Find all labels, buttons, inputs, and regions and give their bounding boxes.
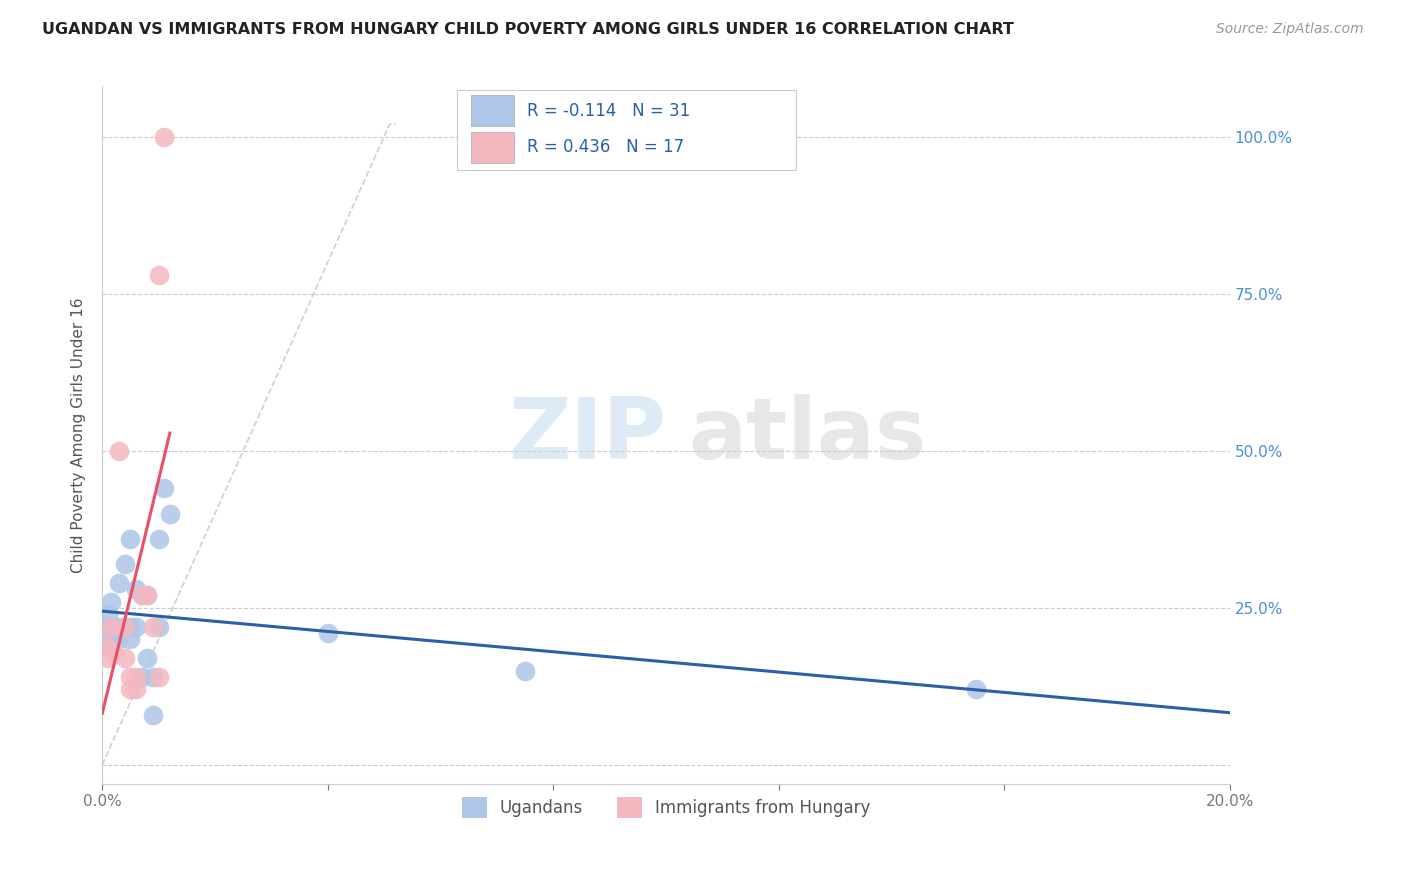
Point — [136, 651, 159, 665]
Point — [125, 582, 148, 596]
Point — [100, 594, 122, 608]
Text: Source: ZipAtlas.com: Source: ZipAtlas.com — [1216, 22, 1364, 37]
Point — [965, 682, 987, 697]
Point — [513, 664, 536, 678]
Point — [97, 651, 120, 665]
Point — [114, 620, 136, 634]
Point — [153, 482, 176, 496]
Point — [131, 588, 153, 602]
Point — [108, 575, 131, 590]
Point — [94, 639, 117, 653]
Point — [120, 632, 142, 647]
Point — [120, 682, 142, 697]
Point — [103, 645, 125, 659]
Point — [125, 620, 148, 634]
Point — [148, 268, 170, 282]
Text: R = -0.114   N = 31: R = -0.114 N = 31 — [527, 102, 690, 120]
Point — [97, 639, 120, 653]
Point — [108, 443, 131, 458]
Point — [131, 670, 153, 684]
Point — [142, 620, 165, 634]
Point — [94, 620, 117, 634]
Point — [148, 532, 170, 546]
Text: ZIP: ZIP — [508, 393, 666, 476]
Point — [159, 507, 181, 521]
Point — [131, 588, 153, 602]
Point — [148, 670, 170, 684]
Point — [97, 607, 120, 621]
Bar — [471, 132, 513, 163]
Point — [120, 620, 142, 634]
Point — [125, 670, 148, 684]
Point — [153, 129, 176, 144]
Point — [103, 632, 125, 647]
Point — [108, 620, 131, 634]
Y-axis label: Child Poverty Among Girls Under 16: Child Poverty Among Girls Under 16 — [72, 297, 86, 573]
Point — [142, 707, 165, 722]
Bar — [471, 95, 513, 127]
Point — [136, 588, 159, 602]
Text: atlas: atlas — [689, 393, 927, 476]
Point — [96, 632, 118, 647]
Text: UGANDAN VS IMMIGRANTS FROM HUNGARY CHILD POVERTY AMONG GIRLS UNDER 16 CORRELATIO: UGANDAN VS IMMIGRANTS FROM HUNGARY CHILD… — [42, 22, 1014, 37]
Point — [120, 670, 142, 684]
Point — [100, 620, 122, 634]
Point — [103, 620, 125, 634]
Point — [148, 620, 170, 634]
Text: R = 0.436   N = 17: R = 0.436 N = 17 — [527, 138, 685, 156]
Point — [136, 588, 159, 602]
Point — [114, 651, 136, 665]
Point — [125, 682, 148, 697]
Point — [108, 632, 131, 647]
Legend: Ugandans, Immigrants from Hungary: Ugandans, Immigrants from Hungary — [456, 790, 877, 824]
Point — [114, 620, 136, 634]
FancyBboxPatch shape — [457, 90, 796, 170]
Point — [142, 670, 165, 684]
Point — [101, 620, 124, 634]
Point — [114, 557, 136, 571]
Point — [120, 532, 142, 546]
Point — [316, 626, 339, 640]
